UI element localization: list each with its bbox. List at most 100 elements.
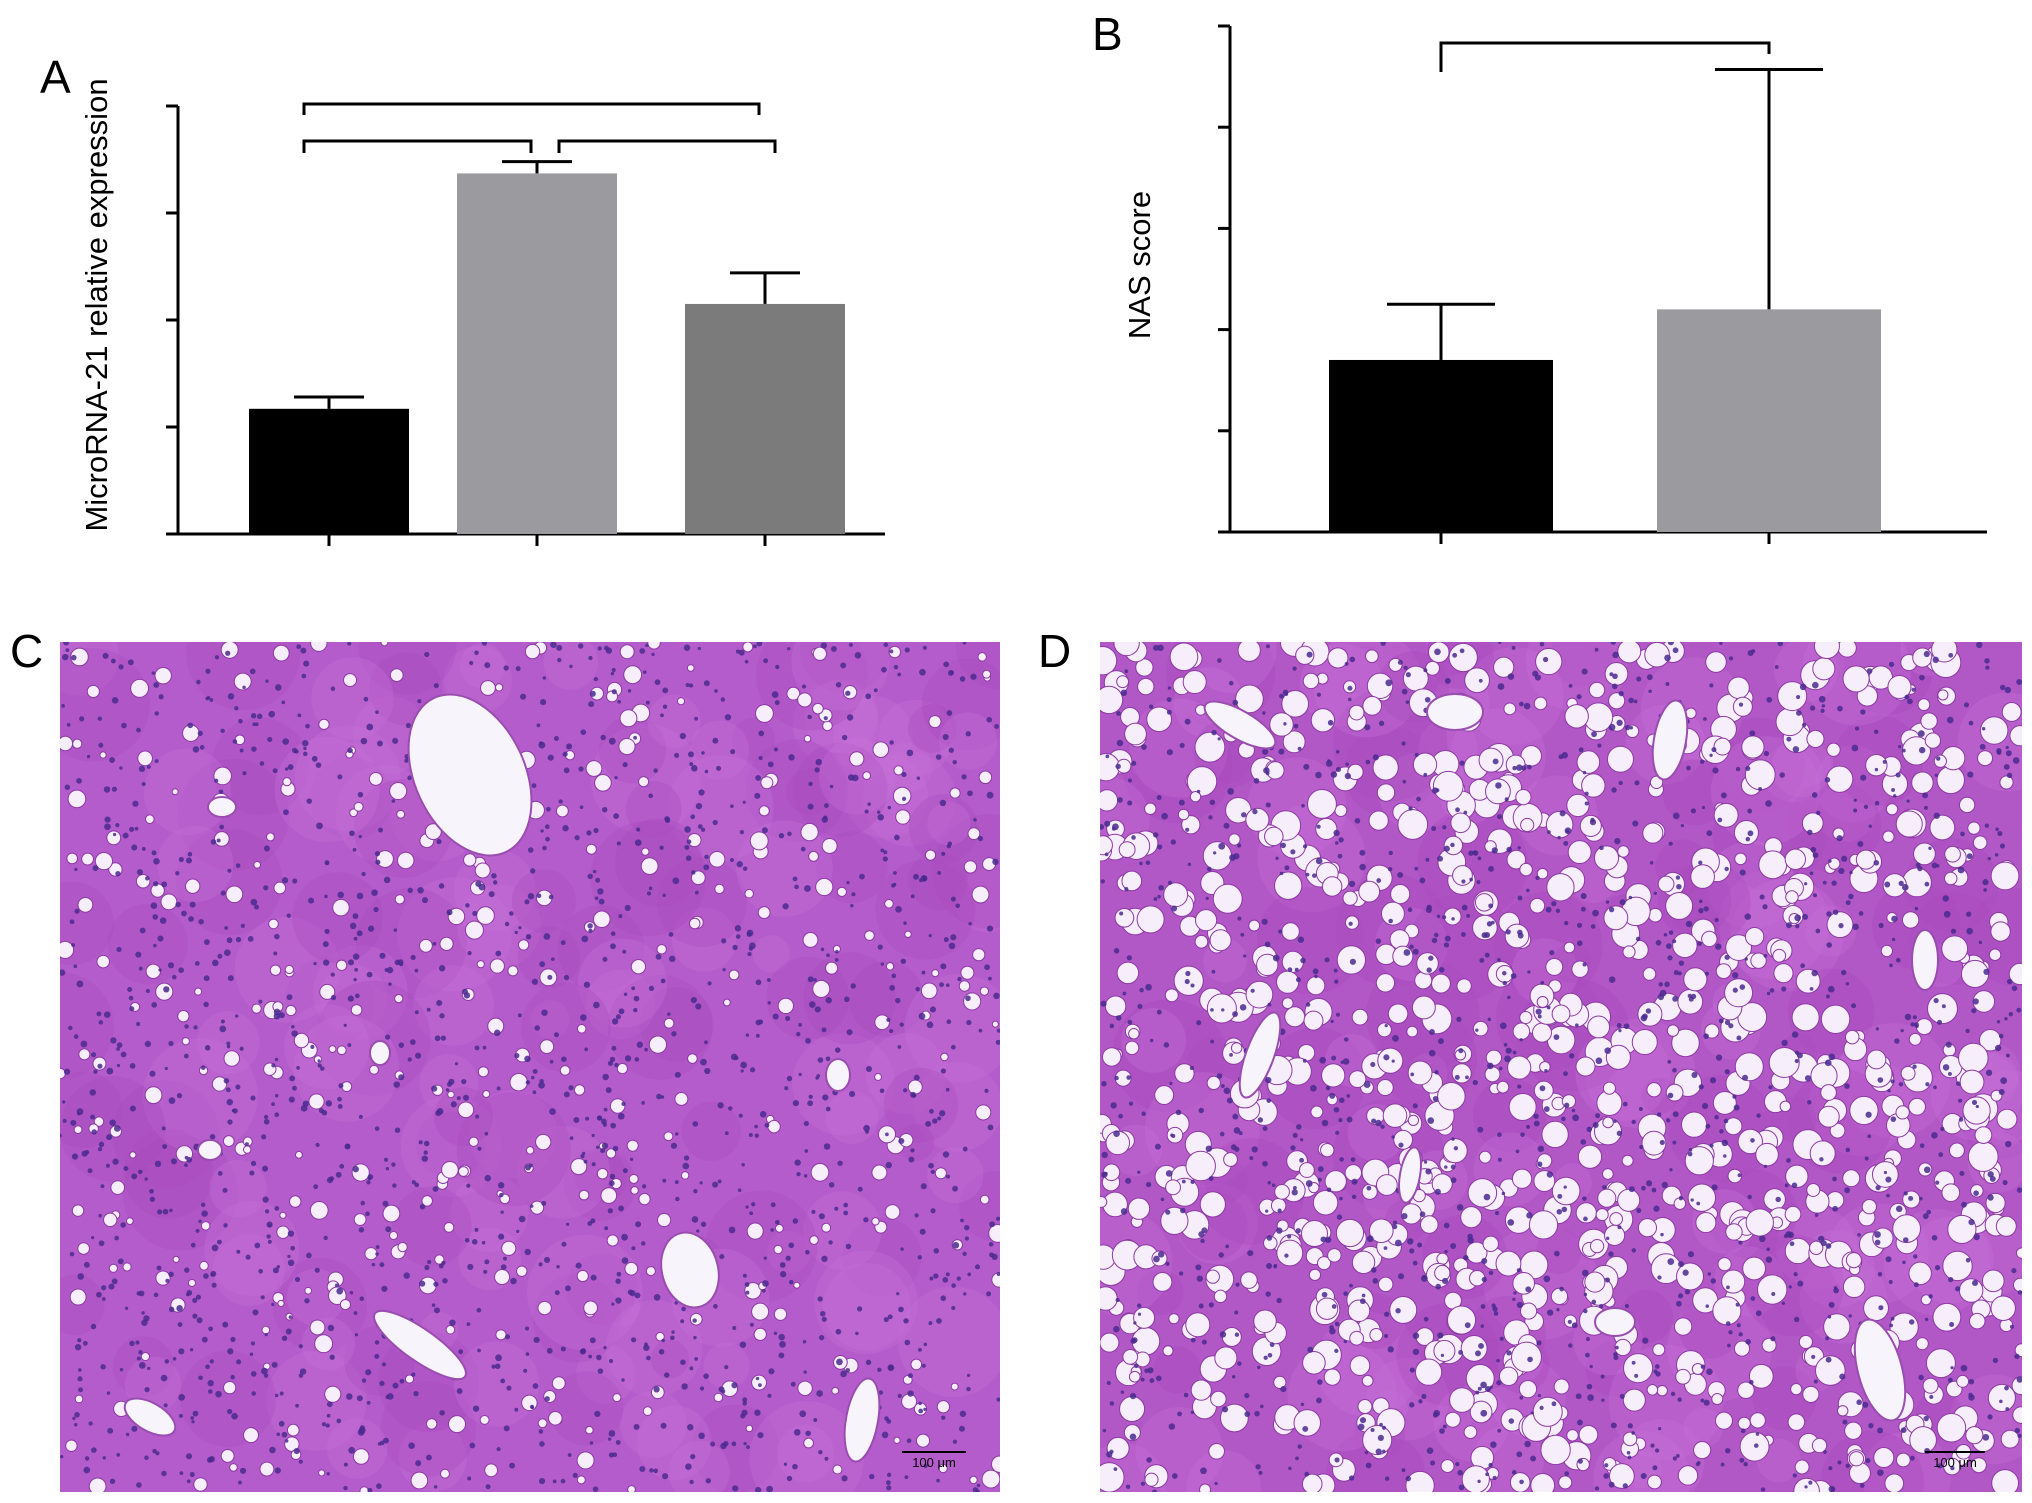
nucleus (728, 1106, 733, 1111)
nucleus (385, 1167, 390, 1171)
nucleus (1428, 1049, 1436, 1057)
nucleus (1488, 1270, 1494, 1276)
cytoplasm-patch (450, 1174, 529, 1252)
cytoplasm-patch (112, 1080, 220, 1188)
nucleus (524, 1248, 531, 1256)
vessel-lumen (369, 1040, 391, 1066)
cytoplasm-patch (786, 768, 832, 815)
nucleus (923, 1407, 927, 1412)
lipid-vacuole (609, 1098, 626, 1114)
lipid-vacuole (1152, 1272, 1173, 1292)
nucleus (193, 1025, 198, 1030)
nucleus (984, 964, 990, 971)
lipid-vacuole (223, 1050, 241, 1067)
lipid-vacuole (213, 831, 230, 847)
nucleus (920, 1183, 927, 1190)
nucleus (1401, 688, 1408, 695)
lipid-vacuole (1813, 642, 1840, 660)
nucleus (504, 921, 510, 927)
nucleus (941, 851, 946, 856)
lipid-vacuole (1621, 1154, 1634, 1167)
nucleus (1148, 704, 1154, 709)
nucleus (184, 1155, 189, 1160)
nucleus (136, 1356, 141, 1361)
nucleus (524, 1164, 531, 1171)
nucleus (1636, 1207, 1642, 1214)
lipid-vacuole (220, 642, 239, 659)
nucleus (1265, 771, 1270, 776)
nucleus (660, 1422, 667, 1429)
cytoplasm-patch (60, 1274, 105, 1335)
nucleus (1510, 973, 1517, 979)
nucleus (893, 882, 897, 887)
nucleus (367, 1176, 372, 1181)
nucleus (1161, 812, 1168, 820)
nucleus (796, 1031, 801, 1037)
cytoplasm-patch (358, 642, 457, 695)
nucleus (1774, 665, 1779, 669)
nucleus (1481, 1276, 1487, 1283)
nucleus (825, 1056, 831, 1062)
nucleus (1811, 969, 1818, 977)
nucleus (446, 909, 453, 916)
nucleus (377, 1442, 382, 1446)
nucleus (1442, 915, 1447, 920)
lipid-vacuole (1334, 804, 1348, 817)
nucleus (1512, 1050, 1517, 1055)
lipid-vacuole (1368, 1218, 1394, 1244)
nucleus (1461, 904, 1468, 911)
lipid-vacuole (1507, 1055, 1532, 1080)
nucleus (1338, 837, 1344, 843)
lipid-vacuole (418, 938, 433, 953)
nucleus (1928, 846, 1932, 850)
nucleus (178, 1413, 184, 1419)
lipid-vacuole (836, 886, 847, 897)
nucleus (995, 1039, 1000, 1045)
lipid-vacuole (1727, 1168, 1743, 1184)
nucleus (417, 699, 422, 704)
nucleus (1137, 1312, 1142, 1316)
lipid-vacuole (907, 1079, 923, 1095)
nucleus (249, 1170, 255, 1176)
nucleus (235, 1014, 239, 1018)
nucleus (1700, 1398, 1705, 1403)
nucleus (1678, 1195, 1684, 1201)
lipid-vacuole (77, 897, 94, 913)
nucleus (520, 693, 527, 700)
nucleus (1131, 760, 1137, 766)
nucleus (1949, 1321, 1955, 1327)
lipid-vacuole (521, 1394, 538, 1412)
nucleus (343, 1485, 348, 1491)
nucleus (349, 922, 357, 930)
nucleus (1380, 642, 1386, 646)
nucleus (500, 1264, 507, 1270)
nucleus (655, 953, 662, 960)
nucleus (1364, 724, 1371, 731)
nucleus (742, 866, 748, 871)
lipid-vacuole (630, 1186, 639, 1195)
nucleus (895, 997, 901, 1004)
lipid-vacuole (1124, 1040, 1140, 1056)
nucleus (738, 649, 745, 656)
lipid-vacuole (821, 837, 838, 854)
lipid-vacuole (1230, 1042, 1243, 1054)
nucleus (371, 1262, 376, 1267)
nucleus (889, 1029, 894, 1034)
nucleus (1544, 1069, 1548, 1073)
nucleus (664, 817, 671, 823)
nucleus (865, 1065, 873, 1072)
nucleus (611, 1045, 617, 1051)
nucleus (1303, 763, 1310, 770)
nucleus (917, 1255, 922, 1260)
nucleus (1169, 1081, 1173, 1086)
lipid-vacuole (1617, 642, 1642, 664)
nucleus (1687, 1151, 1693, 1157)
nucleus (1891, 937, 1896, 942)
nucleus (593, 676, 599, 682)
lipid-vacuole (1113, 642, 1140, 657)
nucleus (770, 1228, 774, 1232)
nucleus (1533, 1120, 1540, 1127)
nucleus (1631, 1431, 1635, 1435)
nucleus (1512, 765, 1517, 771)
lipid-vacuole (1357, 1399, 1373, 1415)
